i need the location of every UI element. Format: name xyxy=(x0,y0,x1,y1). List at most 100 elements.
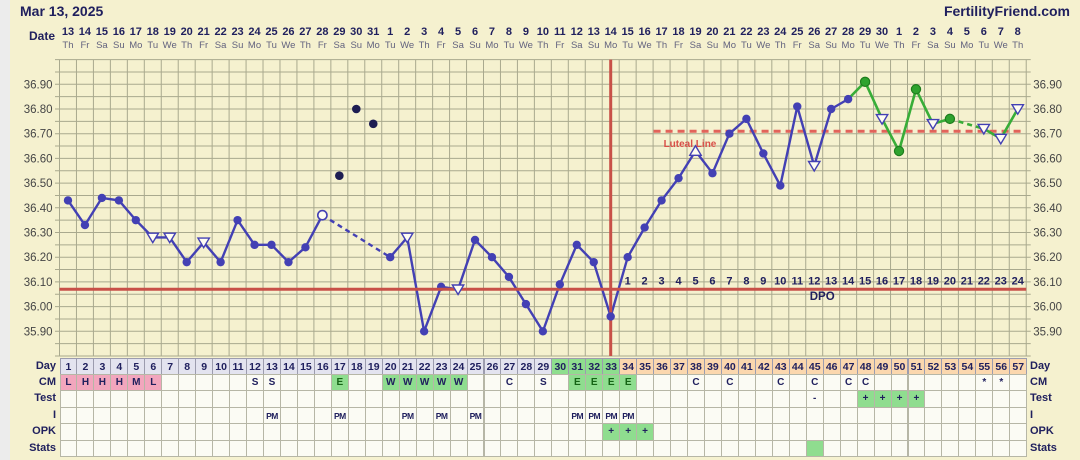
cm-cell[interactable] xyxy=(754,373,773,392)
test-cell[interactable] xyxy=(449,390,468,408)
stats-cell[interactable] xyxy=(415,439,434,458)
day-header-cell[interactable]: 21 xyxy=(398,357,417,375)
intercourse-cell[interactable] xyxy=(670,406,688,425)
opk-cell[interactable] xyxy=(449,423,468,441)
intercourse-cell[interactable] xyxy=(229,406,248,425)
opk-cell[interactable] xyxy=(313,423,332,441)
opk-cell[interactable] xyxy=(381,423,400,441)
test-cell[interactable] xyxy=(313,390,332,408)
day-header-cell[interactable]: 32 xyxy=(585,357,604,375)
stats-cell[interactable] xyxy=(568,439,587,458)
day-header-cell[interactable]: 35 xyxy=(636,357,655,375)
cm-cell[interactable] xyxy=(313,373,332,392)
day-header-cell[interactable]: 11 xyxy=(229,357,248,375)
intercourse-cell[interactable] xyxy=(551,406,570,425)
test-cell[interactable] xyxy=(466,390,485,408)
test-cell[interactable] xyxy=(924,390,943,408)
stats-cell[interactable] xyxy=(754,439,773,458)
opk-cell[interactable] xyxy=(839,423,858,441)
cm-cell[interactable] xyxy=(822,373,841,392)
opk-cell[interactable] xyxy=(941,423,960,441)
stats-cell[interactable] xyxy=(296,439,315,458)
stats-cell[interactable] xyxy=(890,439,909,458)
temp-marker-day-18[interactable] xyxy=(352,104,361,114)
day-header-cell[interactable]: 53 xyxy=(941,357,960,375)
temp-marker-day-20[interactable] xyxy=(386,253,395,262)
test-cell[interactable] xyxy=(212,390,231,408)
test-cell[interactable] xyxy=(330,390,349,408)
intercourse-cell[interactable]: PM xyxy=(432,406,451,425)
intercourse-cell[interactable]: PM xyxy=(263,406,281,425)
test-cell[interactable] xyxy=(1009,390,1028,408)
stats-cell[interactable] xyxy=(313,439,332,458)
stats-cell[interactable] xyxy=(76,439,95,458)
opk-cell[interactable] xyxy=(483,423,502,441)
cm-cell[interactable] xyxy=(788,373,807,392)
day-header-cell[interactable]: 44 xyxy=(788,357,807,375)
intercourse-cell[interactable]: PM xyxy=(398,406,417,425)
cm-cell[interactable] xyxy=(551,373,570,392)
day-header-cell[interactable]: 46 xyxy=(822,357,841,375)
temp-marker-day-38[interactable] xyxy=(688,144,703,156)
test-cell[interactable] xyxy=(703,390,722,408)
cm-cell[interactable]: C xyxy=(856,373,875,392)
day-header-cell[interactable]: 55 xyxy=(975,357,994,375)
test-cell[interactable] xyxy=(246,390,264,408)
cm-cell[interactable]: H xyxy=(110,373,129,392)
day-header-cell[interactable]: 41 xyxy=(737,357,756,375)
temp-marker-day-53[interactable] xyxy=(944,113,956,125)
cm-cell[interactable]: S xyxy=(246,373,264,392)
temp-marker-day-25[interactable] xyxy=(470,235,480,245)
day-header-cell[interactable]: 42 xyxy=(754,357,773,375)
test-cell[interactable] xyxy=(279,390,298,408)
opk-cell[interactable] xyxy=(805,423,824,441)
intercourse-cell[interactable] xyxy=(517,406,536,425)
temp-marker-day-45[interactable] xyxy=(807,160,822,173)
cm-cell[interactable] xyxy=(958,373,977,392)
temp-marker-day-33[interactable] xyxy=(606,312,615,321)
stats-cell[interactable] xyxy=(992,439,1011,458)
opk-cell[interactable] xyxy=(653,423,672,441)
cm-cell[interactable] xyxy=(670,373,688,392)
opk-cell[interactable] xyxy=(76,423,95,441)
test-cell[interactable] xyxy=(670,390,688,408)
opk-cell[interactable] xyxy=(296,423,315,441)
temp-marker-day-24[interactable] xyxy=(451,284,465,296)
test-cell[interactable] xyxy=(771,390,790,408)
test-cell[interactable] xyxy=(347,390,366,408)
day-header-cell[interactable]: 28 xyxy=(517,357,536,375)
day-header-cell[interactable]: 1 xyxy=(59,357,78,375)
day-header-cell[interactable]: 24 xyxy=(449,357,468,375)
intercourse-cell[interactable]: PM xyxy=(466,406,485,425)
day-header-cell[interactable]: 38 xyxy=(687,357,705,375)
temp-marker-day-12[interactable] xyxy=(250,240,259,250)
test-cell[interactable] xyxy=(195,390,214,408)
intercourse-cell[interactable] xyxy=(161,406,180,425)
opk-cell[interactable] xyxy=(195,423,214,441)
stats-cell[interactable] xyxy=(500,439,519,458)
intercourse-cell[interactable]: PM xyxy=(330,406,349,425)
test-cell[interactable] xyxy=(483,390,502,408)
opk-cell[interactable]: + xyxy=(636,423,655,441)
day-header-cell[interactable]: 52 xyxy=(924,357,943,375)
test-cell[interactable] xyxy=(364,390,383,408)
stats-cell[interactable] xyxy=(195,439,214,458)
stats-cell[interactable] xyxy=(958,439,977,458)
temp-marker-day-47[interactable] xyxy=(843,94,853,104)
day-header-cell[interactable]: 43 xyxy=(771,357,790,375)
cm-cell[interactable] xyxy=(1009,373,1028,392)
intercourse-cell[interactable] xyxy=(907,406,926,425)
test-cell[interactable] xyxy=(653,390,672,408)
test-cell[interactable] xyxy=(517,390,536,408)
cm-cell[interactable]: W xyxy=(432,373,451,392)
test-cell[interactable] xyxy=(602,390,621,408)
intercourse-cell[interactable]: PM xyxy=(568,406,587,425)
test-cell[interactable] xyxy=(93,390,112,408)
cm-cell[interactable]: H xyxy=(76,373,95,392)
day-header-cell[interactable]: 26 xyxy=(483,357,502,375)
temp-marker-day-44[interactable] xyxy=(793,102,802,111)
intercourse-cell[interactable] xyxy=(500,406,519,425)
stats-cell[interactable] xyxy=(110,439,129,458)
temp-marker-day-5[interactable] xyxy=(131,215,141,225)
stats-cell[interactable] xyxy=(381,439,400,458)
